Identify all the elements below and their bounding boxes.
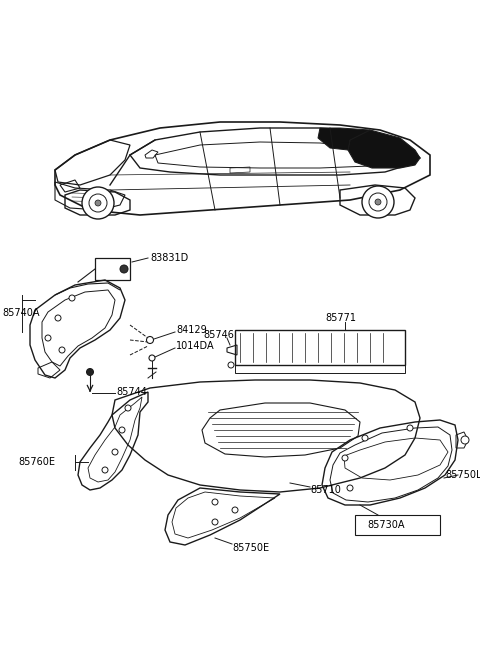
Circle shape	[212, 499, 218, 505]
Circle shape	[69, 295, 75, 301]
Circle shape	[45, 335, 51, 341]
Circle shape	[125, 405, 131, 411]
Circle shape	[95, 200, 101, 206]
Circle shape	[212, 519, 218, 525]
Circle shape	[369, 193, 387, 211]
Circle shape	[362, 186, 394, 218]
Circle shape	[149, 355, 155, 361]
Text: 85730A: 85730A	[367, 520, 405, 530]
Text: 85746: 85746	[203, 330, 234, 340]
Circle shape	[375, 199, 381, 205]
Text: 85710: 85710	[310, 485, 341, 495]
Polygon shape	[318, 128, 370, 150]
Text: 85744: 85744	[116, 387, 147, 397]
Circle shape	[228, 362, 234, 368]
Circle shape	[347, 485, 353, 491]
Text: 85740A: 85740A	[2, 308, 39, 318]
Circle shape	[461, 436, 469, 444]
Circle shape	[82, 187, 114, 219]
Circle shape	[362, 435, 368, 441]
Circle shape	[342, 455, 348, 461]
Text: 85771: 85771	[325, 313, 356, 323]
Text: 1014DA: 1014DA	[176, 341, 215, 351]
Circle shape	[102, 467, 108, 473]
Circle shape	[146, 337, 154, 344]
Text: 84129: 84129	[176, 325, 207, 335]
Text: 83831D: 83831D	[150, 253, 188, 263]
Circle shape	[120, 265, 128, 273]
Circle shape	[119, 427, 125, 433]
Circle shape	[112, 449, 118, 455]
Text: 85750E: 85750E	[232, 543, 269, 553]
Text: 85760E: 85760E	[18, 457, 55, 467]
Circle shape	[407, 425, 413, 431]
Circle shape	[55, 315, 61, 321]
Polygon shape	[348, 130, 420, 168]
Circle shape	[89, 194, 107, 212]
Circle shape	[232, 507, 238, 513]
Circle shape	[86, 369, 94, 375]
Text: 85750L: 85750L	[445, 470, 480, 480]
Circle shape	[59, 347, 65, 353]
